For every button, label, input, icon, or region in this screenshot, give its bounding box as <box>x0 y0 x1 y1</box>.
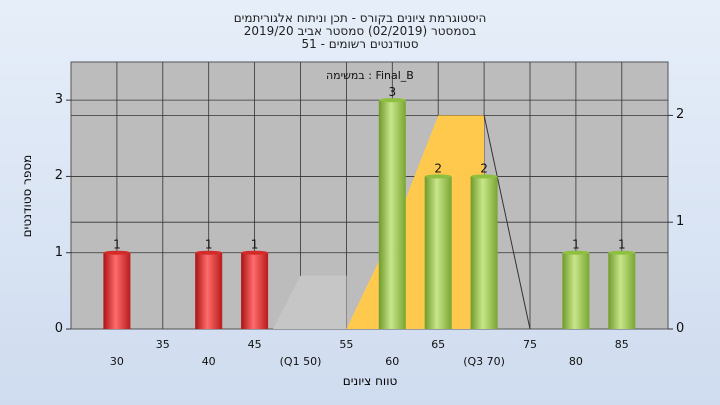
trend-line <box>483 115 531 330</box>
y-tick-label: 3 <box>54 92 63 108</box>
x-tick-label: 35 <box>155 338 170 351</box>
bar-value-label: 1 <box>618 238 626 252</box>
bar-value-label: 2 <box>434 161 442 175</box>
bar-top <box>378 98 406 103</box>
x-tick-label: (Q1 50) <box>279 355 322 368</box>
bar-value-label: 1 <box>572 238 580 252</box>
x-tick-label: 85 <box>614 338 629 351</box>
x-tick-label: 65 <box>431 338 446 351</box>
bar-value-label: 1 <box>251 238 259 252</box>
x-tick-label: 80 <box>568 355 583 368</box>
x-tick-label: 75 <box>523 338 537 351</box>
y-tick-label: 0 <box>54 321 63 336</box>
y-axis-label: מספר סטודנטים <box>20 154 34 238</box>
y2-tick-label: 0 <box>676 321 685 336</box>
bar <box>424 176 452 329</box>
chart-title-line-1: היסטוגרמת ציונים בקורס - תכן וניתוח אלגו… <box>233 11 487 25</box>
y-tick-label: 2 <box>54 168 63 184</box>
chart-title-line-2: בסמסטר (02/2019) סמסטר אביב 2019/20 <box>243 24 477 38</box>
x-tick-label: 60 <box>385 355 400 368</box>
bar-value-label: 1 <box>205 238 213 252</box>
bar <box>470 176 498 329</box>
bar-value-label: 3 <box>388 85 396 99</box>
chart-subtitle: במשימה : Final_B <box>326 69 414 82</box>
y-tick-label: 1 <box>54 244 63 260</box>
bar-top <box>195 250 223 255</box>
x-tick-label: (Q3 70) <box>463 355 505 368</box>
bar-top <box>424 174 452 179</box>
bar-value-label: 1 <box>113 238 121 252</box>
bar-top <box>103 250 131 255</box>
y2-tick-label: 2 <box>676 107 685 123</box>
bar-value-label: 2 <box>480 161 488 175</box>
bar <box>241 252 269 329</box>
bar-top <box>241 250 269 255</box>
bar <box>103 252 131 329</box>
bar <box>608 252 636 329</box>
x-tick-label: 45 <box>247 338 262 351</box>
x-tick-label: 55 <box>339 338 354 351</box>
x-tick-label: 30 <box>109 355 124 368</box>
bar <box>378 100 406 330</box>
bar <box>195 252 223 329</box>
y2-tick-label: 1 <box>676 214 685 230</box>
x-tick-label: 40 <box>201 355 216 368</box>
bar-top <box>608 250 636 255</box>
bar-top <box>470 174 498 179</box>
x-axis-label: טווח ציונים <box>342 374 398 388</box>
bar <box>562 252 590 329</box>
chart-title-line-3: סטודנטים רשומים - 51 <box>301 37 419 51</box>
bar-top <box>562 250 590 255</box>
quartile-gray-area <box>272 275 347 329</box>
